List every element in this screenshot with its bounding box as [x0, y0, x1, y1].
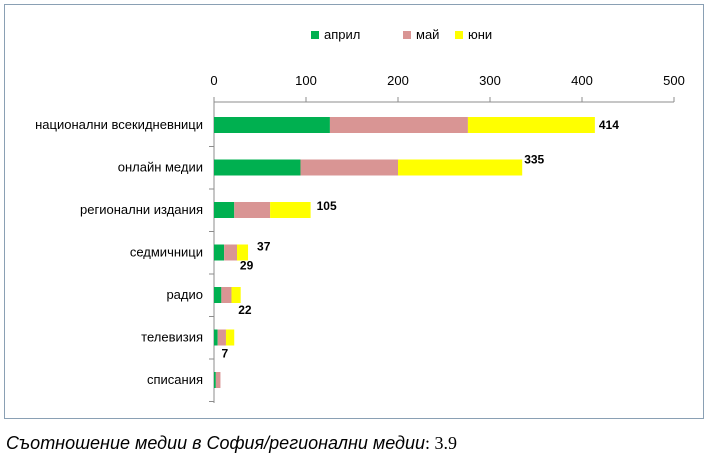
- bar-6-април: [214, 329, 218, 346]
- bar-chart: април май юни 0 100 200 300 400 500 национални вс…: [35, 27, 685, 403]
- bar-1-април: [214, 117, 330, 133]
- bar-5-юни: [231, 287, 241, 303]
- bar-5-май: [221, 287, 232, 303]
- x-tick-label-0: 0: [210, 73, 217, 88]
- total-label-4: 37: [257, 240, 271, 254]
- bar-1-юни: [467, 117, 595, 133]
- x-tick-label-5: 500: [663, 73, 685, 88]
- legend-swatch-3: [455, 31, 463, 39]
- legend-swatch-1: [311, 31, 319, 39]
- total-label-2: 335: [524, 153, 544, 167]
- bar-2-юни: [398, 159, 523, 176]
- bar-6-юни: [225, 329, 235, 346]
- category-label-2: онлайн медии: [118, 160, 203, 175]
- legend-label-2: май: [416, 27, 439, 42]
- x-tick-label-1: 100: [295, 73, 317, 88]
- bar-3-април: [214, 202, 235, 218]
- legend-label-3: юни: [468, 27, 492, 42]
- bar-4-април: [214, 244, 225, 261]
- total-label-5: 29: [240, 259, 254, 273]
- x-tick-label-4: 400: [571, 73, 593, 88]
- category-label-7: списания: [147, 372, 203, 387]
- bar-6-май: [217, 329, 226, 346]
- category-label-4: седмичници: [130, 245, 203, 260]
- category-label-1: национални всекидневници: [35, 117, 203, 132]
- bar-2-април: [214, 159, 301, 176]
- bar-7-април: [214, 372, 216, 388]
- legend-label-1: април: [324, 27, 360, 42]
- total-label-3: 105: [317, 199, 337, 213]
- category-label-3: регионални издания: [80, 202, 203, 217]
- bar-5-април: [214, 287, 222, 303]
- x-tick-label-3: 300: [479, 73, 501, 88]
- chart-frame: април май юни 0 100 200 300 400 500 национални вс…: [4, 4, 704, 419]
- category-label-6: телевизия: [141, 330, 203, 345]
- bar-4-юни: [237, 244, 249, 261]
- legend-swatch-2: [403, 31, 411, 39]
- x-tick-label-2: 200: [387, 73, 409, 88]
- bar-1-май: [329, 117, 468, 133]
- total-label-7: 7: [221, 347, 228, 361]
- caption-value: : 3.9: [425, 433, 458, 453]
- bar-2-май: [300, 159, 398, 176]
- caption-text: Съотношение медии в София/регионални мед…: [6, 433, 425, 453]
- bar-3-май: [234, 202, 271, 218]
- total-label-6: 22: [238, 303, 252, 317]
- chart-caption: Съотношение медии в София/регионални мед…: [6, 433, 457, 454]
- bar-3-юни: [270, 202, 311, 218]
- bar-4-май: [224, 244, 237, 261]
- bar-7-май: [215, 372, 221, 388]
- total-label-1: 414: [599, 118, 619, 132]
- category-label-5: радио: [166, 287, 203, 302]
